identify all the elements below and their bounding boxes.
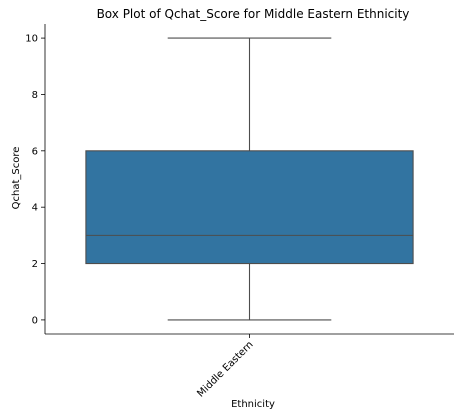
y-tick-label: 10: [25, 34, 38, 45]
y-tick-label: 2: [32, 259, 38, 270]
y-tick-label: 6: [32, 146, 38, 157]
y-tick-label: 8: [32, 90, 38, 101]
y-axis-label: Qchat_Score: [11, 147, 22, 210]
y-tick-label: 4: [32, 203, 38, 214]
chart-title: Box Plot of Qchat_Score for Middle Easte…: [97, 7, 410, 21]
x-tick-label: Middle Eastern: [195, 339, 255, 399]
y-tick-label: 0: [32, 315, 38, 326]
plot-area: 0 2 4 6 8 10 Middle Eastern: [25, 24, 454, 400]
iqr-box: [85, 150, 414, 265]
x-axis-label: Ethnicity: [231, 399, 275, 410]
